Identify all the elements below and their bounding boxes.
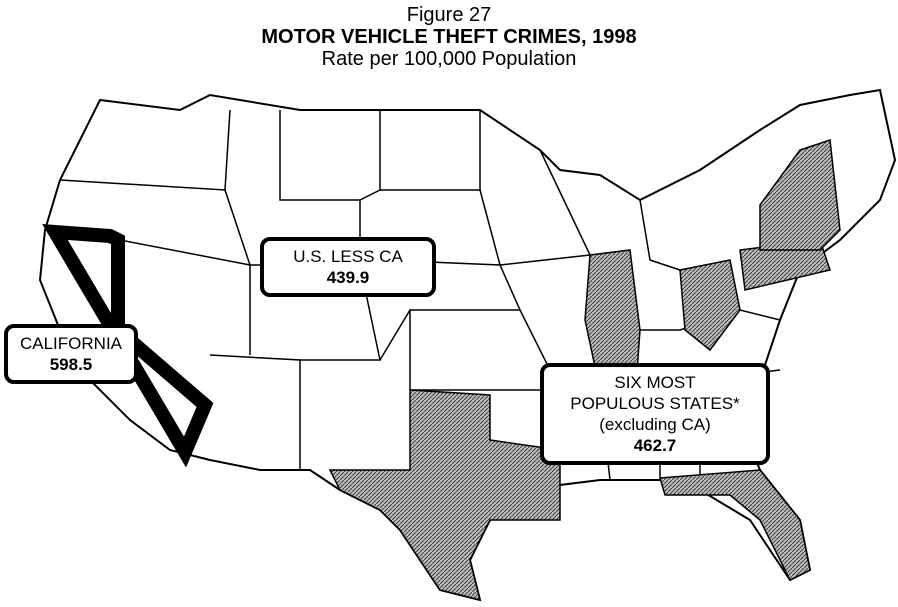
callout-value: 439.9 [326,268,370,287]
callout-label: CALIFORNIA [19,334,123,353]
figure-label: Figure 27 [406,4,492,26]
new-york [759,138,841,251]
callout-label: POPULOUS STATES* [570,394,740,413]
subtitle: Rate per 100,000 Population [321,48,577,70]
callout-label: (excluding CA) [599,415,711,434]
callout-value: 462.7 [633,436,677,455]
texas [328,389,561,602]
callout-label: U.S. LESS CA [293,247,403,266]
callout: SIX MOST POPULOUS STATES* (excluding CA) 46… [540,363,770,465]
ohio [679,259,741,352]
callout: CALIFORNIA 598.5 [4,324,138,384]
florida [659,469,811,582]
callout: U.S. LESS CA 439.9 [260,237,436,297]
callout-value: 598.5 [49,355,93,374]
callout-label: SIX MOST [614,373,696,392]
title: MOTOR VEHICLE THEFT CRIMES, 1998 [261,26,637,48]
